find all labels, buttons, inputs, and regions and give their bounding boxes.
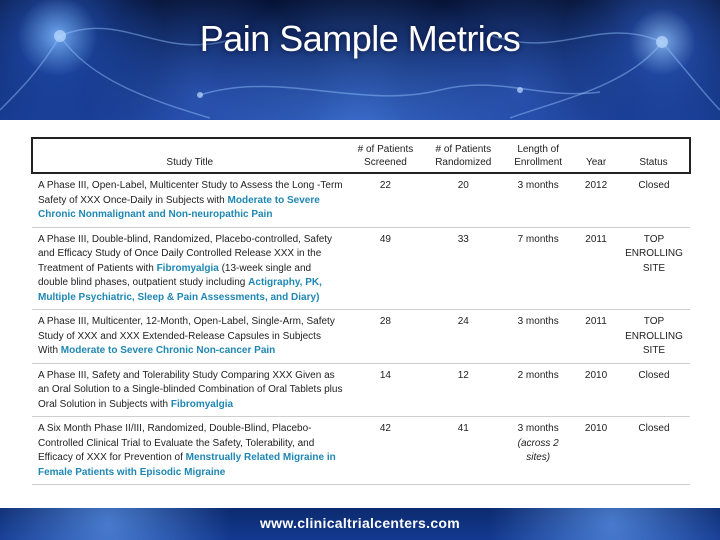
patients-screened-cell: 28 xyxy=(346,309,425,364)
header-status: Status xyxy=(618,137,691,174)
page-title: Pain Sample Metrics xyxy=(199,18,521,59)
patients-screened-cell: 49 xyxy=(346,227,425,310)
footer-banner xyxy=(0,508,720,540)
enrollment-length-cell: 7 months xyxy=(502,227,575,310)
table-row: A Phase III, Safety and Tolerability Stu… xyxy=(32,363,690,417)
metrics-table: Study Title # of Patients Screened # of … xyxy=(31,137,691,485)
patients-screened-cell: 14 xyxy=(346,363,425,417)
header-study-title: Study Title xyxy=(31,137,347,174)
status-cell: Closed xyxy=(618,416,690,485)
header-banner: Pain Sample Metrics xyxy=(0,0,720,120)
patients-screened-cell: 42 xyxy=(346,416,425,485)
table-row: A Phase III, Double-blind, Randomized, P… xyxy=(32,227,690,310)
year-cell: 2010 xyxy=(574,416,618,485)
status-cell: TOP ENROLLING SITE xyxy=(618,309,690,364)
header-year: Year xyxy=(574,137,618,174)
year-cell: 2010 xyxy=(574,363,618,417)
enrollment-note: (across 2 sites) xyxy=(517,437,559,464)
year-cell: 2011 xyxy=(574,309,618,364)
table-header-row: Study Title # of Patients Screened # of … xyxy=(31,137,691,174)
status-cell: TOP ENROLLING SITE xyxy=(618,227,690,310)
header-patients-screened: # of Patients Screened xyxy=(346,137,425,174)
neuron-background-graphic xyxy=(0,27,720,119)
status-cell: Closed xyxy=(618,363,690,417)
year-cell: 2012 xyxy=(574,173,618,228)
table-row: A Phase III, Open-Label, Multicenter Stu… xyxy=(32,173,690,228)
enrollment-length-cell: 3 months xyxy=(502,309,575,364)
patients-randomized-cell: 24 xyxy=(424,309,503,364)
year-cell: 2011 xyxy=(574,227,618,310)
header-patients-randomized: # of Patients Randomized xyxy=(424,137,503,174)
table-row: A Phase III, Multicenter, 12-Month, Open… xyxy=(32,309,690,364)
patients-randomized-cell: 12 xyxy=(424,363,503,417)
patients-screened-cell: 22 xyxy=(346,173,425,228)
metrics-table-container: Study Title # of Patients Screened # of … xyxy=(31,137,691,485)
study-title-cell: A Six Month Phase II/III, Randomized, Do… xyxy=(32,416,347,485)
study-title-cell: A Phase III, Multicenter, 12-Month, Open… xyxy=(32,309,347,364)
study-title-cell: A Phase III, Safety and Tolerability Stu… xyxy=(32,363,347,417)
footer-website-link[interactable]: www.clinicaltrialcenters.com xyxy=(259,515,461,531)
patients-randomized-cell: 33 xyxy=(424,227,503,310)
status-cell: Closed xyxy=(618,173,690,228)
table-row: A Six Month Phase II/III, Randomized, Do… xyxy=(32,416,690,485)
enrollment-length-cell: 3 months xyxy=(502,173,575,228)
enrollment-length-cell: 2 months xyxy=(502,363,575,417)
enrollment-length-cell: 3 months (across 2 sites) xyxy=(502,416,575,485)
header-length-of-enrollment: Length of Enrollment xyxy=(502,137,575,174)
patients-randomized-cell: 20 xyxy=(424,173,503,228)
study-title-cell: A Phase III, Double-blind, Randomized, P… xyxy=(32,227,347,310)
study-title-cell: A Phase III, Open-Label, Multicenter Stu… xyxy=(32,173,347,228)
patients-randomized-cell: 41 xyxy=(424,416,503,485)
